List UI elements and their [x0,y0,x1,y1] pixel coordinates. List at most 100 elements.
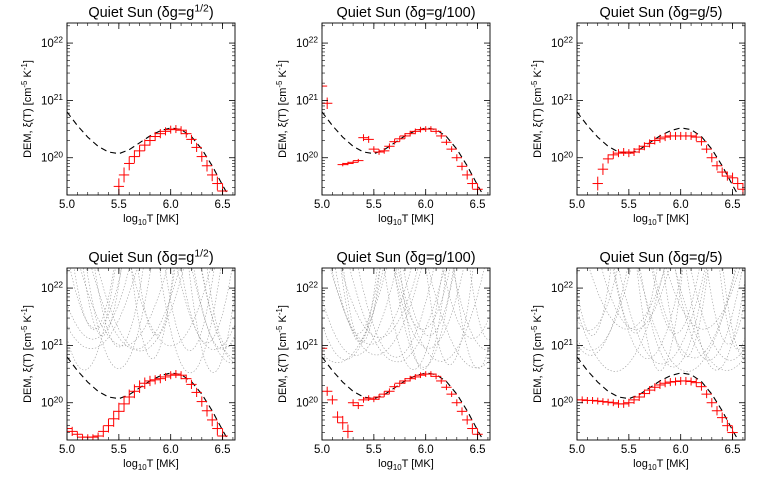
em-locus-curve [180,268,233,344]
dem-point [129,150,140,163]
dem-point [467,423,478,434]
dem-point [597,163,609,175]
dem-point [337,415,348,430]
dem-point [98,425,109,438]
em-locus-curve [577,268,665,372]
dem-point [160,372,171,381]
x-axis: 5.0 5.5 6.0 6.5 [59,268,234,456]
dem-point [597,398,609,406]
x-tick-label: 5.0 [314,199,330,211]
em-locus-curve [674,268,743,361]
y-tick-label: 1020 [41,394,63,409]
em-locus-curve [639,268,708,368]
dem-point [659,379,671,388]
em-locus-curve [176,268,235,351]
dem-point [186,134,197,144]
em-locus-curve [200,268,235,359]
dem-point [165,125,176,134]
dem-point [368,146,380,152]
dem-point [347,160,359,165]
dem-point [706,153,717,163]
em-locus-curve [67,268,130,340]
x-axis-label: log10T [MK] [378,213,434,227]
em-locus-curve [651,268,700,334]
y-tick-label: 1021 [296,337,318,352]
dem-point [441,384,452,391]
x-axis-label: log10T [MK] [633,458,689,472]
x-tick-label: 5.5 [621,444,637,456]
dem-point [618,147,629,157]
y-tick-label: 1021 [41,92,63,107]
em-locus-curve [393,268,464,349]
dem-point [181,374,192,383]
panel-1: 5.0 5.5 6.0 6.5 1020 1021 1022 Quiet Sun (δg=g1… [20,3,236,227]
model-dem-curve [577,356,739,440]
dem-point [639,389,650,398]
dem-point [87,434,99,440]
y-tick-label: 1021 [296,92,318,107]
dem-point [618,399,629,408]
dem-point [196,151,207,162]
em-locus-curve [80,268,168,347]
y-tick-label: 1022 [551,35,573,50]
dem-point [170,370,182,379]
dem-point [451,399,462,407]
dem-point [134,380,145,393]
x-tick-label: 5.5 [111,444,127,456]
x-axis-label: log10T [MK] [123,213,179,227]
dem-point [155,374,166,384]
dem-point [175,126,187,135]
x-tick-label: 6.5 [725,199,741,211]
dem-point [430,128,442,135]
dem-point [207,168,218,182]
dem-point [436,133,447,139]
dem-point [72,431,83,438]
dem-point [144,375,156,387]
dem-point [358,134,369,142]
dem-point [212,176,223,191]
x-axis: 5.0 5.5 6.0 6.5 [569,268,744,456]
dem-point [602,154,614,164]
x-tick-label: 5.0 [314,444,330,456]
em-locus-curve [613,268,658,334]
dem-point [654,134,666,143]
x-tick-label: 6.5 [725,444,741,456]
y-axis: 1020 1021 1022 [41,270,235,434]
plot-area [577,268,745,440]
dem-point [103,418,114,433]
dem-point [201,160,213,172]
dem-point [196,396,207,407]
dem-point [577,396,588,404]
y-tick-label: 1022 [551,280,573,295]
em-locus-curve [82,268,122,337]
x-axis-label: log10T [MK] [633,213,689,227]
model-dem-curve [577,111,739,195]
em-locus-curve [191,268,235,364]
x-tick-label: 6.5 [470,444,486,456]
em-locus-curve [193,268,235,350]
dem-point [680,376,692,385]
x-axis: 5.0 5.5 6.0 6.5 [569,23,744,211]
em-locus-curve [349,268,445,363]
dem-point [711,406,723,416]
y-axis-label: DEM, ξ(T) [cm-5 K-1] [530,60,544,158]
em-locus-curve [395,268,451,330]
dem-point [685,131,697,140]
model-dem-curve [67,356,229,440]
y-axis-label: DEM, ξ(T) [cm-5 K-1] [530,305,544,403]
dem-point [685,377,697,386]
dem-point [347,399,359,407]
dem-point [654,380,666,389]
em-locus-curve [357,268,435,358]
em-locus-curve [322,268,387,364]
em-locus-curve [663,268,709,358]
dem-solution [592,131,745,195]
em-locus-curve [397,268,485,362]
x-tick-label: 6.0 [418,444,434,456]
em-locus-curve [722,268,745,358]
dem-point [446,146,457,152]
dem-point [456,162,468,171]
y-tick-label: 1021 [551,337,573,352]
em-locus-curve [403,268,456,337]
